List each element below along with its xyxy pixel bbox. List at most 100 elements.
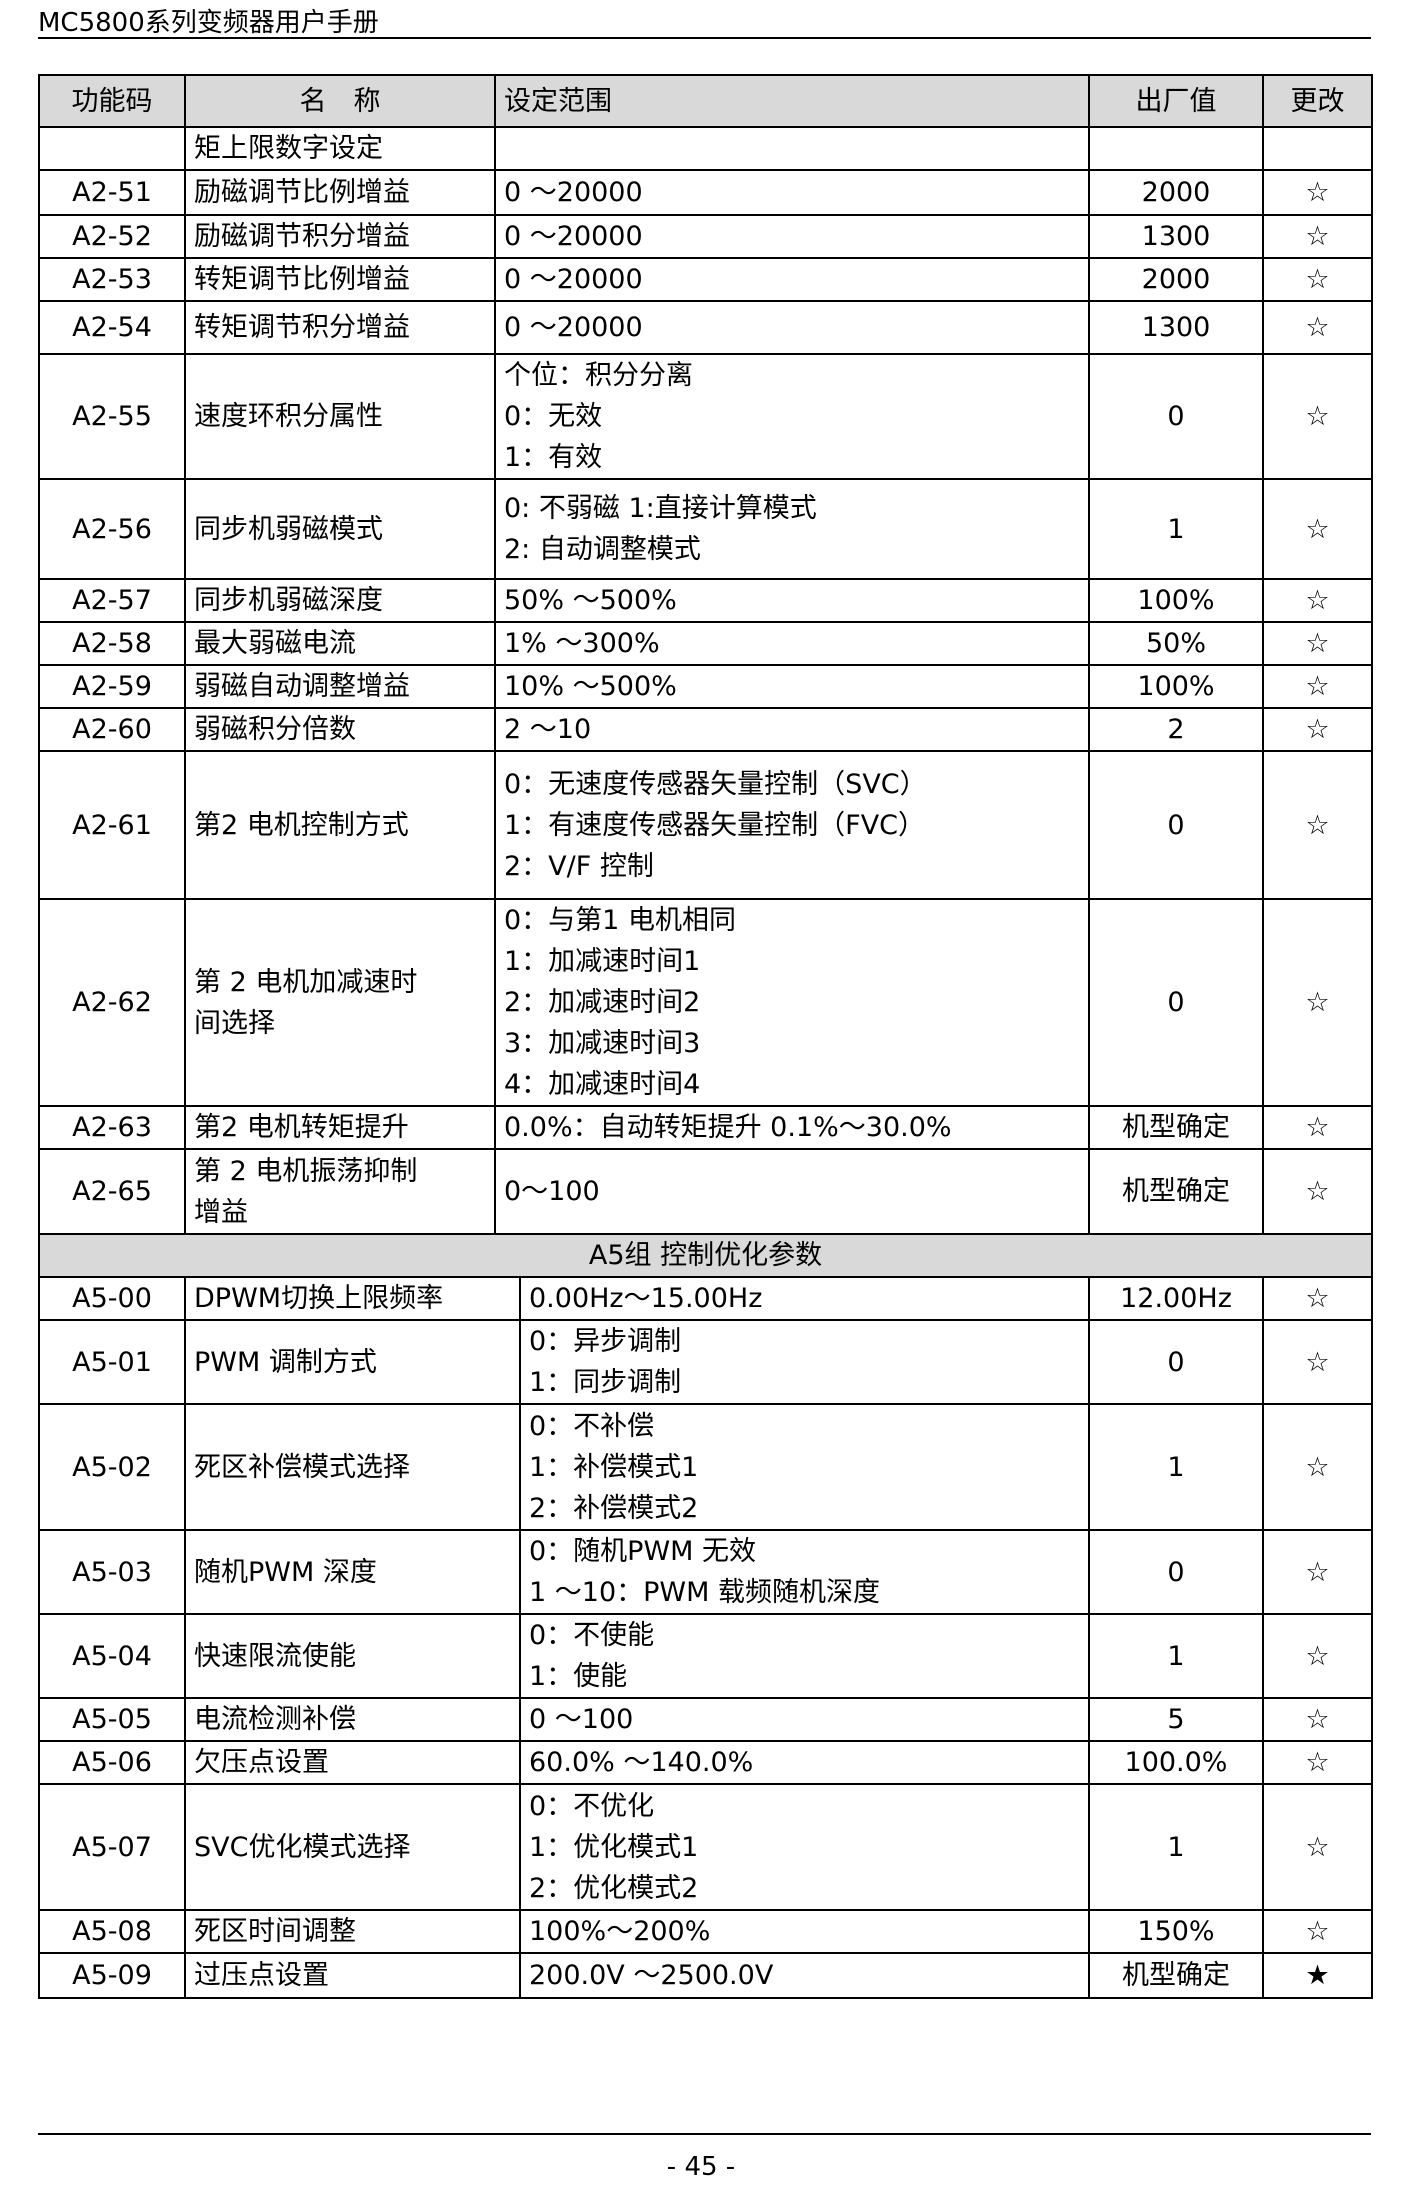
param-range-line: 0: 不弱磁 1:直接计算模式: [504, 493, 817, 524]
param-modify: ☆: [1262, 1276, 1373, 1321]
param-range-line: 1：加减速时间1: [504, 946, 701, 977]
parameter-table: 功能码名 称设定范围 出厂值 更改 矩上限数字设定 A2-51 励磁调节比例增益 0 ～20…: [38, 74, 1373, 1999]
param-name: 第 2 电机加减速时 间选择: [184, 898, 496, 1107]
param-range-line: 0：不优化: [529, 1790, 655, 1822]
param-range-line: 50% ～500%: [504, 585, 677, 616]
param-range: 50% ～500%: [494, 578, 1090, 623]
param-range: 0：不优化 1：优化模式1 2：优化模式2: [519, 1783, 1090, 1911]
param-modify: ☆: [1262, 1529, 1373, 1615]
param-default: 2000: [1088, 169, 1264, 216]
param-name-line: 欠压点设置: [194, 1747, 329, 1778]
param-range-line: 0：无速度传感器矢量控制（SVC）: [504, 768, 927, 800]
footer-rule: [38, 2133, 1371, 2135]
param-default: 0: [1088, 1319, 1264, 1405]
param-range: 0：无速度传感器矢量控制（SVC） 1：有速度传感器矢量控制（FVC） 2：V/F …: [494, 750, 1090, 900]
table-row: A2-59 弱磁自动调整增益 10% ～500% 100% ☆: [38, 664, 1373, 709]
param-modify: ☆: [1262, 169, 1373, 216]
param-default: 0: [1088, 353, 1264, 480]
param-default: 1300: [1088, 300, 1264, 355]
header-rule: [38, 37, 1371, 39]
param-range-line: 0：异步调制: [529, 1326, 682, 1357]
param-modify: [1262, 126, 1373, 171]
param-code: A2-55: [38, 353, 186, 480]
param-code: A2-63: [38, 1105, 186, 1150]
param-range-line: 200.0V ～2500.0V: [529, 1960, 774, 1991]
param-code: A2-56: [38, 478, 186, 580]
param-name-line: 第2 电机控制方式: [194, 809, 409, 841]
param-name-line: 随机PWM 深度: [194, 1556, 377, 1588]
table-row: A2-53 转矩调节比例增益 0 ～20000 2000 ☆: [38, 257, 1373, 302]
param-name: 励磁调节比例增益: [184, 169, 496, 216]
table-row: A2-65 第 2 电机振荡抑制 增益 0～100 机型确定 ☆: [38, 1148, 1373, 1235]
column-header: 功能码: [38, 74, 186, 128]
param-modify: ☆: [1262, 621, 1373, 666]
param-range-line: 2：加减速时间2: [504, 987, 701, 1018]
param-code: A5-00: [38, 1276, 186, 1321]
param-range-line: 0：随机PWM 无效: [529, 1536, 757, 1567]
param-name: 弱磁自动调整增益: [184, 664, 496, 709]
param-default: 机型确定: [1088, 1148, 1264, 1235]
param-code: A2-62: [38, 898, 186, 1107]
param-name-line: 第2 电机转矩提升: [194, 1112, 409, 1143]
param-range: 个位：积分分离 0：无效 1：有效: [494, 353, 1090, 480]
param-modify: ☆: [1262, 353, 1373, 480]
param-range-line: 0：无效: [504, 401, 603, 432]
param-range: 10% ～500%: [494, 664, 1090, 709]
param-range: 60.0% ～140.0%: [519, 1740, 1090, 1785]
param-name: 死区补偿模式选择: [184, 1403, 521, 1531]
param-modify: ☆: [1262, 750, 1373, 900]
page-number: - 45 -: [666, 2152, 736, 2182]
param-default: 2: [1088, 707, 1264, 752]
param-range: [494, 126, 1090, 171]
table-row: A5组 控制优化参数: [38, 1233, 1373, 1278]
param-name-line: 间选择: [194, 1007, 275, 1039]
param-name-line: 转矩调节比例增益: [194, 264, 410, 295]
param-name-line: 励磁调节积分增益: [194, 221, 410, 252]
param-range: 0：随机PWM 无效 1 ～10：PWM 载频随机深度: [519, 1529, 1090, 1615]
param-range-line: 2：补偿模式2: [529, 1492, 699, 1524]
param-range: 0 ～20000: [494, 300, 1090, 355]
param-range-line: 0.00Hz～15.00Hz: [529, 1283, 763, 1314]
param-default: 5: [1088, 1697, 1264, 1742]
param-code: A5-05: [38, 1697, 186, 1742]
param-range-line: 0 ～100: [529, 1704, 634, 1735]
param-name-line: 增益: [194, 1196, 248, 1228]
param-modify: ☆: [1262, 478, 1373, 580]
param-range-line: 1：有速度传感器矢量控制（FVC）: [504, 809, 926, 841]
param-range: 0：与第1 电机相同 1：加减速时间1 2：加减速时间2 3：加减速时间3 4：加减速时…: [494, 898, 1090, 1107]
param-range-line: 0 ～20000: [504, 221, 643, 252]
param-name: 最大弱磁电流: [184, 621, 496, 666]
table-row: A2-63 第2 电机转矩提升 0.0%：自动转矩提升 0.1%～30.0% 机型确定…: [38, 1105, 1373, 1150]
param-name-line: 矩上限数字设定: [194, 133, 383, 164]
param-range: 0: 不弱磁 1:直接计算模式 2: 自动调整模式: [494, 478, 1090, 580]
param-modify: ☆: [1262, 300, 1373, 355]
table-row: A5-09 过压点设置 200.0V ～2500.0V 机型确定 ★: [38, 1952, 1373, 1999]
table-row: A5-00 DPWM切换上限频率 0.00Hz～15.00Hz 12.00Hz ☆: [38, 1276, 1373, 1321]
param-code: A2-58: [38, 621, 186, 666]
table-row: A5-05 电流检测补偿 0 ～100 5 ☆: [38, 1697, 1373, 1742]
param-modify: ☆: [1262, 664, 1373, 709]
table-row: A5-02 死区补偿模式选择 0：不补偿 1：补偿模式1 2：补偿模式2 1 ☆: [38, 1403, 1373, 1531]
param-range-line: 0 ～20000: [504, 177, 643, 208]
param-code: A5-01: [38, 1319, 186, 1405]
param-default: 1: [1088, 1613, 1264, 1699]
header-title: MC5800系列变频器用户手册: [38, 8, 379, 38]
param-name: 第2 电机控制方式: [184, 750, 496, 900]
param-range: 0：异步调制 1：同步调制: [519, 1319, 1090, 1405]
param-code: A5-07: [38, 1783, 186, 1911]
param-range-line: 1：有效: [504, 442, 603, 473]
param-modify: ☆: [1262, 1403, 1373, 1531]
table-row: A5-03 随机PWM 深度 0：随机PWM 无效 1 ～10：PWM 载频随机深度 0…: [38, 1529, 1373, 1615]
param-name: 励磁调节积分增益: [184, 214, 496, 259]
param-name: 第2 电机转矩提升: [184, 1105, 496, 1150]
param-name: SVC优化模式选择: [184, 1783, 521, 1911]
param-name-line: 转矩调节积分增益: [194, 312, 410, 343]
table-row: A2-60 弱磁积分倍数 2 ～10 2 ☆: [38, 707, 1373, 752]
param-modify: ☆: [1262, 578, 1373, 623]
param-range-line: 1：使能: [529, 1661, 628, 1692]
param-default: 1: [1088, 1403, 1264, 1531]
table-row: 矩上限数字设定: [38, 126, 1373, 171]
param-name-line: 电流检测补偿: [194, 1704, 356, 1735]
param-modify: ☆: [1262, 1783, 1373, 1911]
param-code: A2-61: [38, 750, 186, 900]
